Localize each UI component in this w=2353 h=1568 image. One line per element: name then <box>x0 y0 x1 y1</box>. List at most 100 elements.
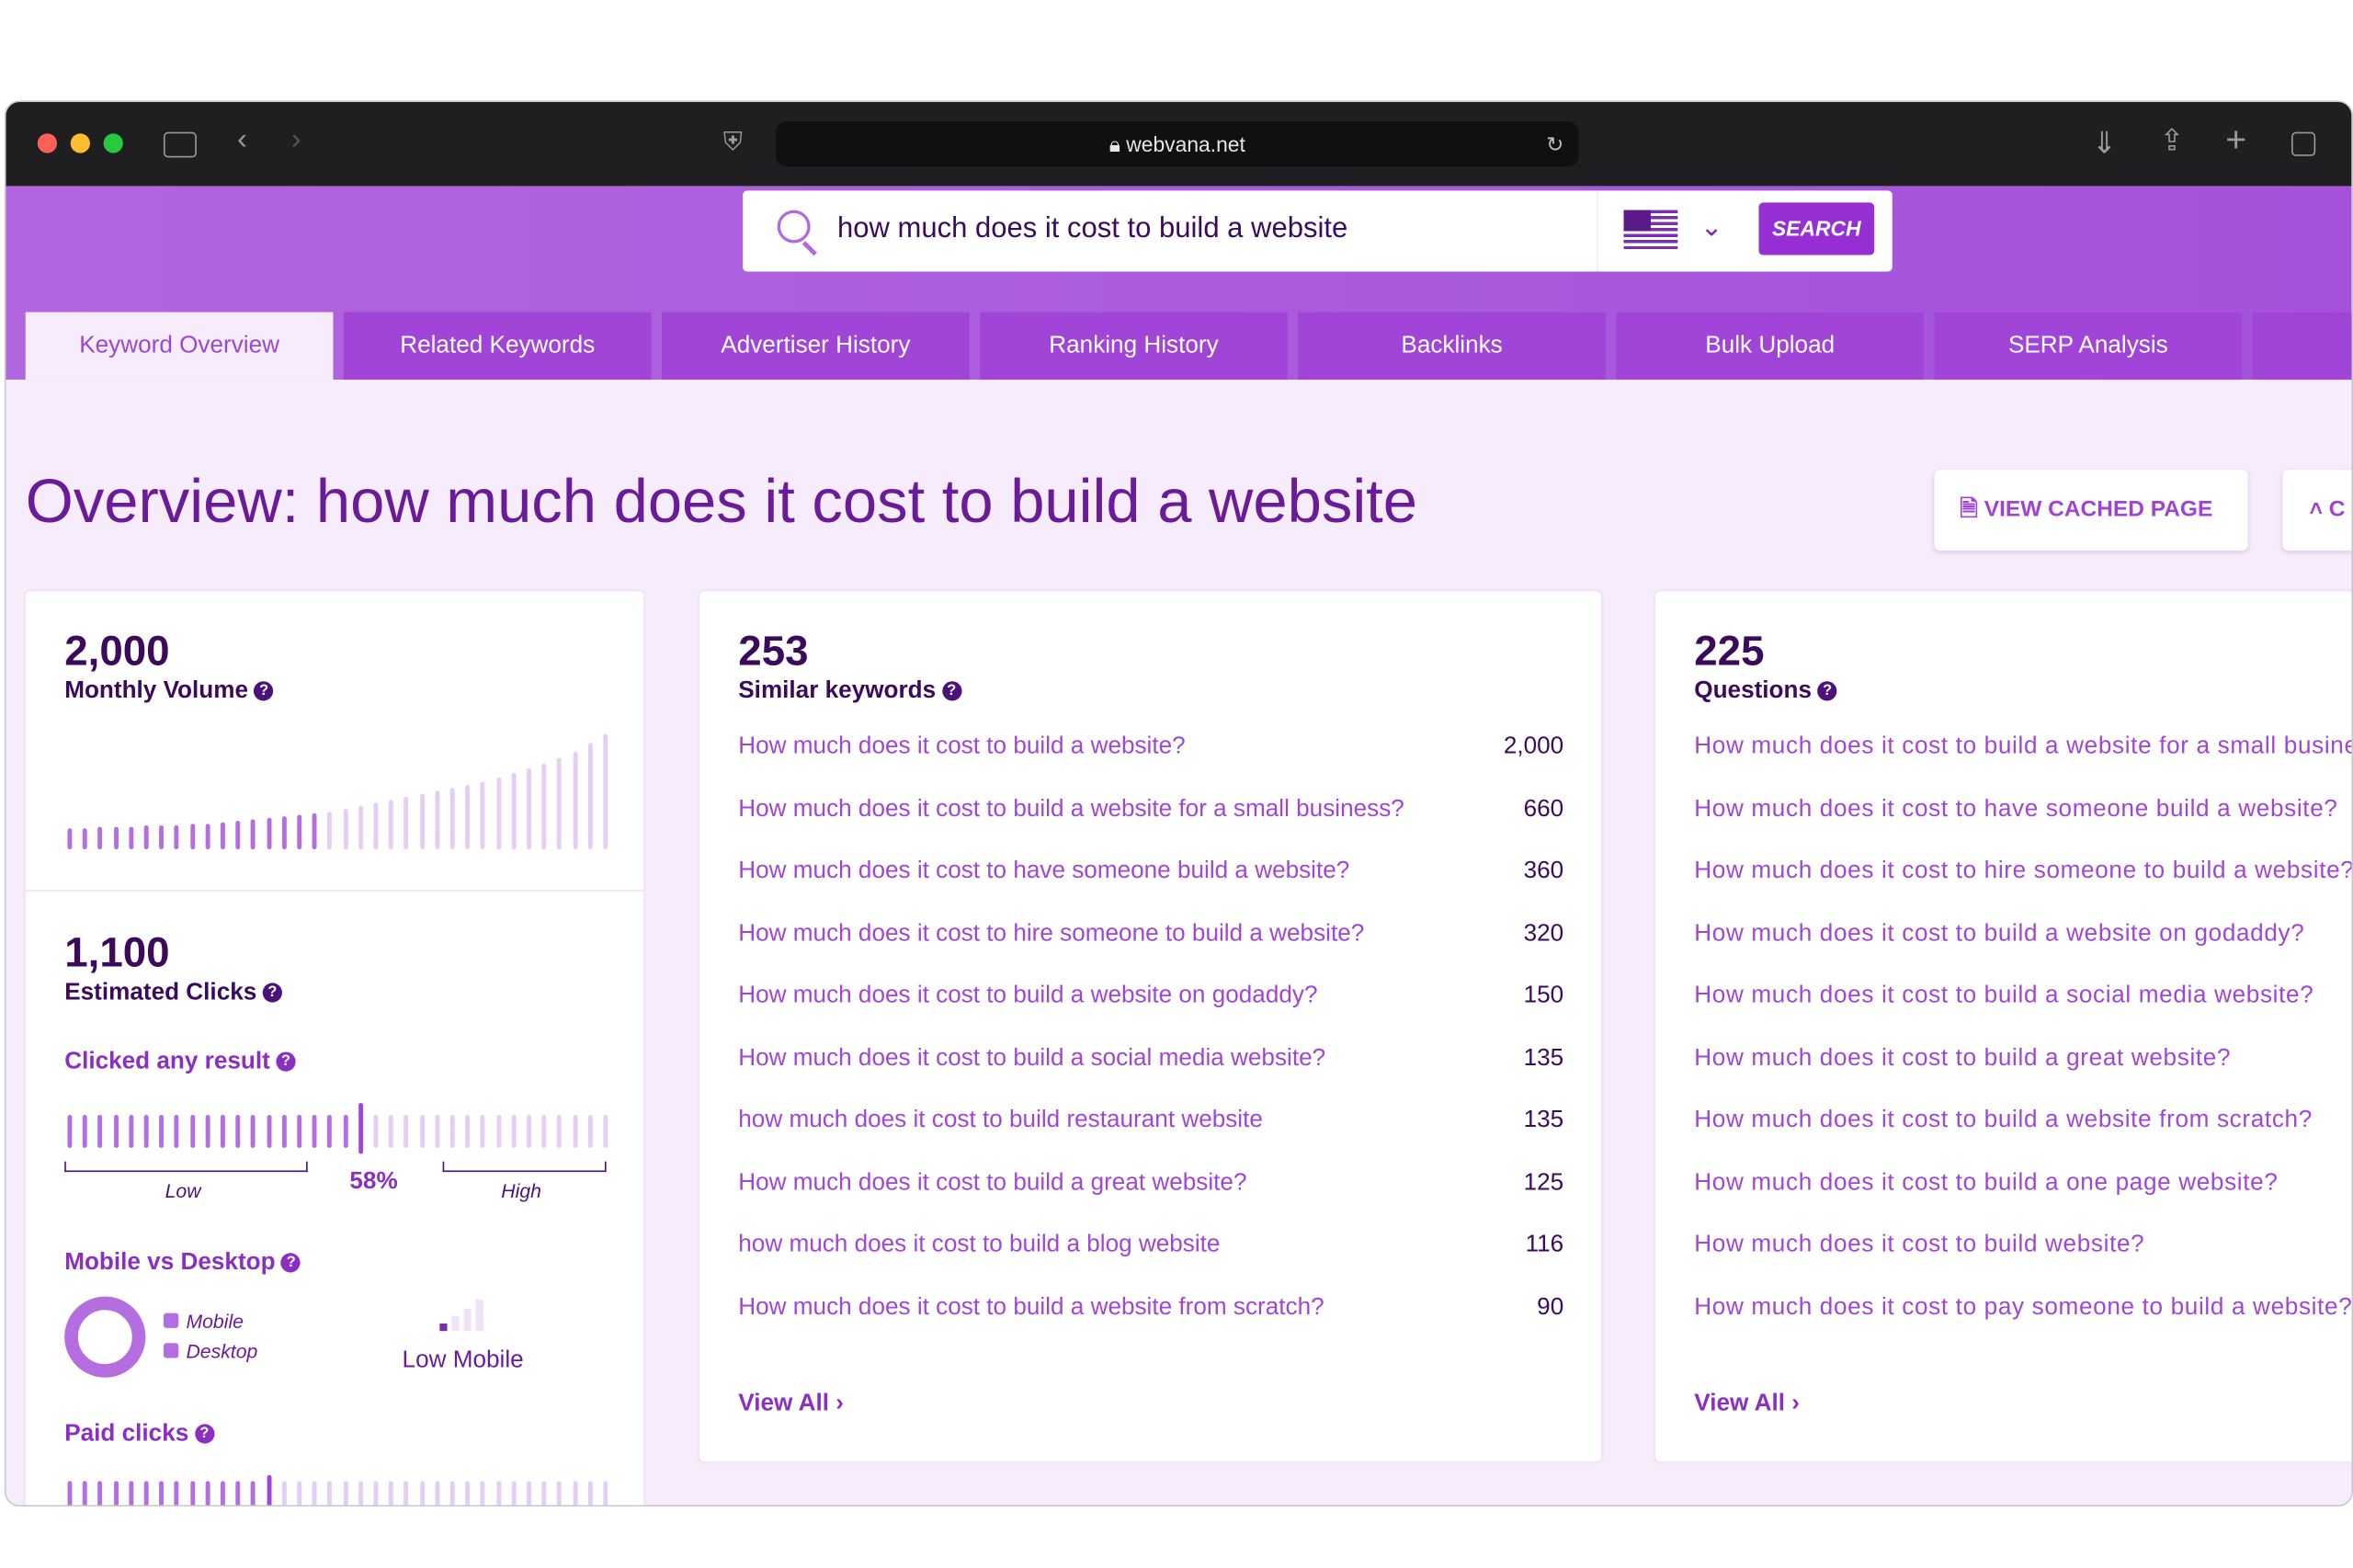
clicked-gauge-bar <box>373 1115 379 1148</box>
volume-clicks-card: 2,000 Monthly Volume? 1,100 Estimated Cl… <box>25 591 644 1506</box>
forward-icon[interactable]: › <box>290 122 301 156</box>
question-link[interactable]: How much does it cost to build a one pag… <box>1694 1169 2279 1196</box>
questions-view-all-link[interactable]: View All › <box>1694 1391 1800 1417</box>
clicked-gauge-bar <box>435 1115 440 1148</box>
help-icon[interactable]: ? <box>941 681 961 701</box>
similar-keyword-row[interactable]: how much does it cost to build a blog we… <box>738 1232 1563 1258</box>
minimize-window-button[interactable] <box>70 133 90 153</box>
view-cached-page-button[interactable]: 🗎︎ VIEW CACHED PAGE <box>1934 470 2248 551</box>
estimated-clicks-label: Estimated Clicks? <box>64 980 283 1006</box>
label-text: Clicked any result <box>64 1049 270 1074</box>
help-icon[interactable]: ? <box>254 681 274 701</box>
help-icon[interactable]: ? <box>262 983 283 1003</box>
clicked-gauge-bar <box>129 1115 133 1148</box>
similar-keyword-row[interactable]: How much does it cost to build a website… <box>738 733 1563 760</box>
similar-keyword-row[interactable]: How much does it cost to hire someone to… <box>738 921 1563 948</box>
question-link[interactable]: How much does it cost to build website? <box>1694 1232 2145 1258</box>
clicked-gauge-bar <box>419 1115 425 1148</box>
mobile-vs-desktop-label: Mobile vs Desktop? <box>64 1250 301 1277</box>
question-link[interactable]: How much does it cost to hire someone to… <box>1694 858 2353 884</box>
keyword-link[interactable]: how much does it cost to build restauran… <box>738 1107 1263 1133</box>
paid-gauge-bar <box>297 1481 302 1506</box>
similar-keyword-row[interactable]: How much does it cost to build a social … <box>738 1045 1563 1072</box>
question-link[interactable]: How much does it cost to build a website… <box>1694 733 2353 760</box>
similar-keyword-row[interactable]: How much does it cost to build a website… <box>738 1294 1563 1321</box>
help-icon[interactable]: ? <box>194 1424 215 1444</box>
shield-icon[interactable]: ⛨ <box>722 127 743 156</box>
new-tab-icon[interactable]: + <box>2225 119 2247 161</box>
close-window-button[interactable] <box>37 133 58 153</box>
paid-gauge-bar <box>235 1481 241 1506</box>
clicked-gauge-bar <box>511 1115 517 1148</box>
question-link[interactable]: How much does it cost to pay someone to … <box>1694 1294 2353 1320</box>
tab-goog[interactable]: Goog <box>2252 312 2352 381</box>
keyword-volume: 90 <box>1537 1294 1564 1320</box>
clicked-gauge-bar <box>481 1115 485 1148</box>
clicked-gauge-bar <box>83 1115 87 1148</box>
tab-bulk-upload[interactable]: Bulk Upload <box>1616 312 1925 381</box>
tab-serp-analysis[interactable]: SERP Analysis <box>1934 312 2243 381</box>
button-label: VIEW CACHED PAGE <box>1984 496 2213 523</box>
keyword-link[interactable]: how much does it cost to build a blog we… <box>738 1232 1221 1258</box>
tab-related-keywords[interactable]: Related Keywords <box>343 312 652 381</box>
clicked-gauge-bar <box>235 1115 241 1148</box>
tab-advertiser-history[interactable]: Advertiser History <box>661 312 970 381</box>
help-icon[interactable]: ? <box>281 1253 301 1273</box>
back-icon[interactable]: ‹ <box>236 122 247 156</box>
clicked-gauge-bar <box>159 1115 165 1148</box>
search-button[interactable]: SEARCH <box>1758 202 1875 256</box>
tab-backlinks[interactable]: Backlinks <box>1298 312 1606 381</box>
volume-bar <box>83 828 87 850</box>
similar-keyword-row[interactable]: How much does it cost to build a great w… <box>738 1170 1563 1197</box>
question-link[interactable]: How much does it cost to build a website… <box>1694 1107 2313 1133</box>
chevron-down-icon[interactable]: ⌄ <box>1699 211 1723 242</box>
monthly-volume-label: Monthly Volume? <box>64 678 274 705</box>
sidebar-icon[interactable] <box>163 131 197 158</box>
share-icon[interactable]: ⇪ <box>2159 124 2185 158</box>
label-text: Questions <box>1694 677 1812 704</box>
keyword-link[interactable]: How much does it cost to build a great w… <box>738 1169 1247 1196</box>
keyword-link[interactable]: How much does it cost to build a website… <box>738 796 1404 822</box>
help-icon[interactable]: ? <box>276 1051 296 1072</box>
volume-bar <box>327 812 333 850</box>
keyword-link[interactable]: How much does it cost to build a website… <box>738 983 1318 1009</box>
keyword-volume: 660 <box>1523 796 1564 822</box>
tab-keyword-overview[interactable]: Keyword Overview <box>25 312 334 381</box>
similar-keyword-row[interactable]: How much does it cost to build a website… <box>738 983 1563 1009</box>
similar-keyword-row[interactable]: How much does it cost to have someone bu… <box>738 858 1563 885</box>
keyword-link[interactable]: How much does it cost to build a social … <box>738 1045 1326 1071</box>
address-bar[interactable]: 🔒︎ webvana.net ↻ <box>776 121 1579 167</box>
zoom-window-button[interactable] <box>103 133 123 153</box>
pdf-button[interactable]: ˄ C <box>2282 470 2352 551</box>
clicked-gauge-bar <box>312 1115 317 1148</box>
help-icon[interactable]: ? <box>1817 681 1837 701</box>
divider <box>25 890 644 892</box>
paid-gauge-bar <box>205 1481 210 1506</box>
reload-icon[interactable]: ↻ <box>1546 131 1564 156</box>
similar-keyword-row[interactable]: How much does it cost to build a website… <box>738 796 1563 823</box>
volume-bar <box>358 805 363 850</box>
legend-swatch <box>163 1343 179 1358</box>
clicked-gauge-bar <box>404 1115 409 1148</box>
keyword-volume: 320 <box>1523 920 1564 947</box>
keyword-volume: 135 <box>1523 1107 1564 1133</box>
question-link[interactable]: How much does it cost to build a great w… <box>1694 1045 2232 1071</box>
keyword-link[interactable]: How much does it cost to build a website… <box>738 1294 1324 1320</box>
download-icon[interactable]: ⇓ <box>2091 127 2118 161</box>
tab-overview-icon[interactable] <box>2291 131 2316 156</box>
question-link[interactable]: How much does it cost to build a website… <box>1694 920 2305 947</box>
keyword-link[interactable]: How much does it cost to build a website… <box>738 733 1186 760</box>
legend-swatch <box>163 1312 179 1328</box>
similar-keywords-label: Similar keywords? <box>738 678 961 705</box>
similar-keyword-row[interactable]: how much does it cost to build restauran… <box>738 1108 1563 1134</box>
keyword-link[interactable]: How much does it cost to hire someone to… <box>738 920 1365 947</box>
question-link[interactable]: How much does it cost to have someone bu… <box>1694 796 2338 822</box>
tab-ranking-history[interactable]: Ranking History <box>980 312 1288 381</box>
search-icon <box>777 210 811 244</box>
search-input[interactable]: how much does it cost to build a website <box>837 212 1348 245</box>
paid-gauge-bar <box>495 1481 501 1506</box>
us-flag-icon[interactable] <box>1623 210 1678 250</box>
keyword-link[interactable]: How much does it cost to have someone bu… <box>738 858 1350 884</box>
similar-view-all-link[interactable]: View All › <box>738 1391 844 1417</box>
question-link[interactable]: How much does it cost to build a social … <box>1694 983 2314 1009</box>
